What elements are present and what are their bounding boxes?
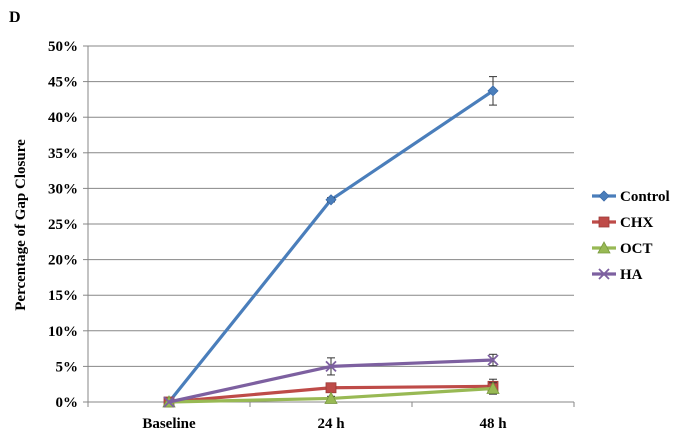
data-point (486, 381, 500, 394)
y-tick-label: 0% (56, 395, 79, 411)
y-tick-label: 15% (48, 288, 78, 304)
x-tick-label: 48 h (479, 416, 507, 432)
legend-label: OCT (620, 241, 653, 257)
legend-label: Control (620, 189, 670, 205)
data-point (325, 382, 337, 394)
data-point (487, 354, 499, 366)
y-axis-label: Percentage of Gap Closure (13, 139, 29, 311)
data-point (325, 360, 337, 373)
legend-marker (597, 241, 611, 254)
legend-label: HA (620, 267, 643, 283)
y-tick-label: 30% (48, 181, 78, 197)
x-tick-label: 24 h (317, 416, 345, 432)
grid-lines (88, 45, 574, 367)
series-line (167, 89, 494, 404)
legend: Control CHX OCT HA (592, 189, 670, 283)
y-tick-label: 50% (48, 39, 78, 55)
axes (83, 45, 575, 407)
y-tick-label: 5% (56, 359, 79, 375)
legend-item: CHX (592, 215, 654, 231)
y-tick-label: 10% (48, 324, 78, 340)
legend-marker (598, 190, 610, 202)
x-tick-labels: Baseline 24 h 48 h (142, 416, 507, 432)
y-tick-label: 25% (48, 217, 78, 233)
series-ha (163, 353, 499, 408)
legend-marker (598, 268, 610, 280)
y-tick-labels: 0% 5% 10% 15% 20% 25% 30% 35% 40% 45% 50% (48, 39, 78, 411)
legend-marker (598, 216, 610, 228)
x-tick-label: Baseline (142, 416, 196, 432)
legend-item: HA (592, 267, 643, 283)
data-point (163, 396, 175, 408)
y-tick-label: 40% (48, 110, 78, 126)
y-tick-label: 45% (48, 75, 78, 91)
legend-item: OCT (592, 241, 653, 257)
data-point (324, 391, 338, 404)
panel-label: D (9, 9, 21, 26)
data-point (487, 85, 499, 97)
y-tick-label: 35% (48, 146, 78, 162)
data-point (325, 194, 337, 206)
legend-label: CHX (620, 215, 654, 231)
series (162, 76, 500, 408)
y-tick-label: 20% (48, 253, 78, 269)
legend-item: Control (592, 189, 670, 205)
